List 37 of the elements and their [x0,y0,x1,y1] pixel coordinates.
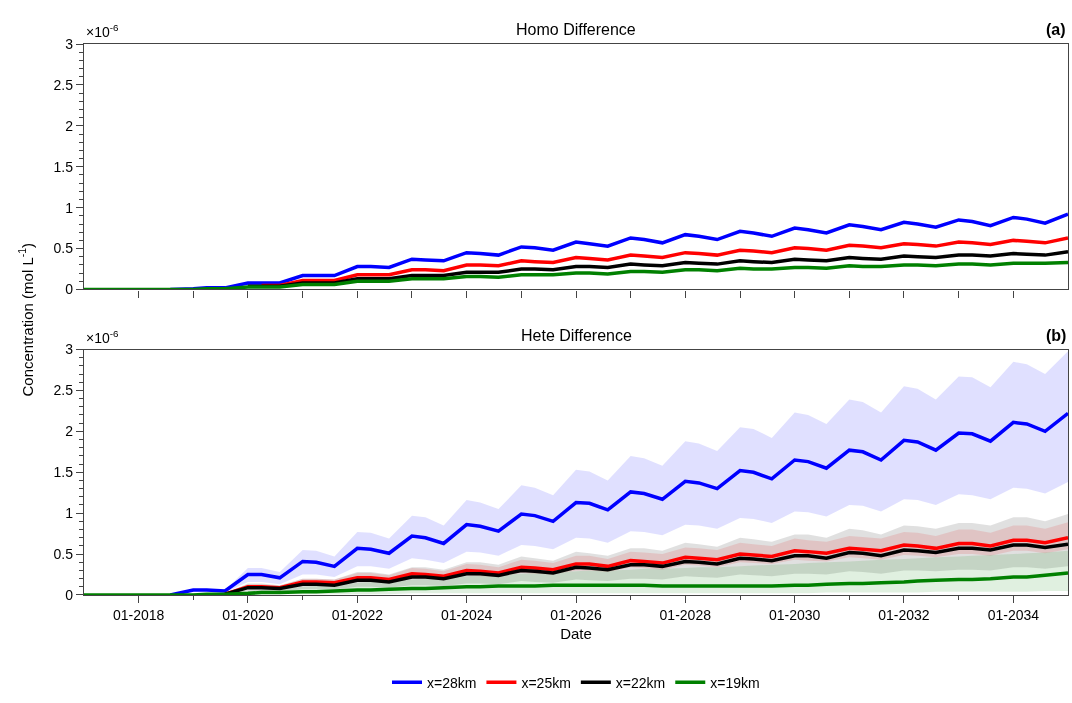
y-tick-label: 3 [65,341,74,358]
line-series [246,250,1068,288]
line-series [84,260,1068,290]
y-tick-label: 0 [65,281,74,298]
y-tick-label: 2 [65,423,74,440]
x-tick-label: 01-2034 [987,606,1040,623]
y-tick-label: 1.5 [53,464,74,481]
legend-label: x=22km [615,674,666,691]
x-axis-title: Date [560,624,592,642]
y-tick-label: 1 [65,199,74,216]
legend-label: x=28km [427,674,477,691]
x-tick-label: 01-2018 [112,606,165,623]
text: (a) [1046,21,1066,38]
chart-title: Hete Difference [521,327,632,344]
x-tick-label: 01-2020 [222,606,274,623]
text: ×10$^{-6}$ [86,22,120,40]
text: (b) [1046,327,1067,344]
x-tick-label: 01-2032 [878,606,930,623]
legend-label: x=19km [710,674,760,691]
y-tick-label: 1.5 [53,158,74,175]
y-tick-label: 3 [65,35,74,52]
y-tick-label: 2.5 [53,76,74,93]
line-series [84,571,1068,595]
y-tick-label: 0.5 [53,545,74,562]
x-tick-label: 01-2022 [331,606,384,623]
y-tick-label: 2 [65,117,74,134]
legend-label: x=25km [521,674,571,691]
x-tick-label: 01-2026 [550,606,602,623]
y-tick-label: 0.5 [53,240,74,257]
text: ×10$^{-6}$ [86,328,120,346]
x-tick-label: 01-2030 [768,606,821,623]
chart-title: Homo Difference [516,21,636,38]
y-tick-label: 1 [65,505,74,522]
y-tick-label: 2.5 [53,382,74,399]
x-tick-label: 01-2024 [440,606,493,623]
y-tick-label: 0 [65,586,74,603]
x-tick-label: 01-2028 [659,606,712,623]
